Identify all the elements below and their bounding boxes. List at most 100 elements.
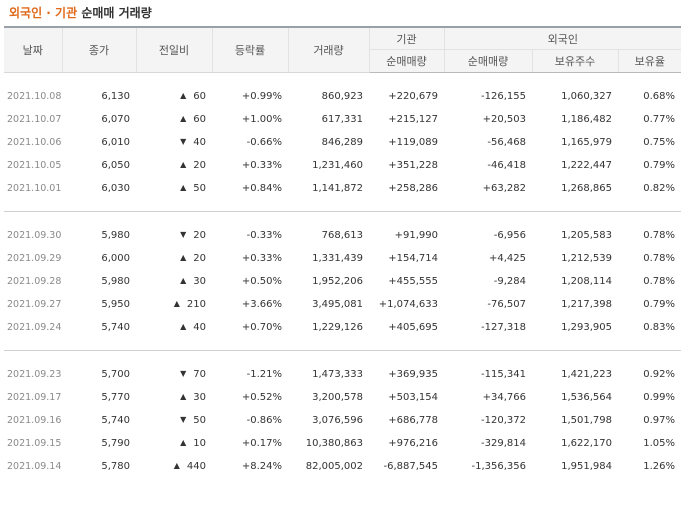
foreign-net-cell: -56,468 <box>487 137 526 148</box>
inst-net-cell: +220,679 <box>388 91 438 102</box>
inst-net-cell: +455,555 <box>388 276 438 287</box>
close-cell: 5,770 <box>101 392 130 403</box>
inst-net-cell: +154,714 <box>388 253 438 264</box>
rate-cell: -0.66% <box>246 137 282 148</box>
foreign-ratio-cell: 0.82% <box>643 183 676 194</box>
volume-cell: 1,952,206 <box>312 276 363 287</box>
header-volume: 거래량 <box>287 27 369 73</box>
inst-net-cell: +215,127 <box>388 114 438 125</box>
table-row: 2021.09.27 5,950 ▲ 210 +3.66% 3,495,081 +1,074… <box>4 293 681 316</box>
foreign-hold-cell: 1,536,564 <box>561 392 612 403</box>
close-cell: 5,740 <box>101 322 130 333</box>
spacer-cell <box>4 478 681 488</box>
foreign-hold-cell: 1,212,539 <box>561 253 612 264</box>
foreign-hold-cell: 1,501,798 <box>561 415 612 426</box>
date-cell: 2021.10.01 <box>7 183 62 194</box>
change-cell: ▼ 70 <box>136 363 212 386</box>
rate-cell: +0.33% <box>241 253 282 264</box>
table-row: 2021.10.05 6,050 ▲ 20 +0.33% 1,231,460 +351,22… <box>4 154 681 177</box>
inst-net-cell: +351,228 <box>388 160 438 171</box>
foreign-net-cell: -1,356,356 <box>471 461 526 472</box>
header-inst-net: 순매매량 <box>368 49 444 73</box>
foreign-net-cell: -115,341 <box>481 369 526 380</box>
spacer-cell <box>4 339 682 351</box>
triangle-up-icon: ▲ <box>180 392 187 401</box>
table-row: 2021.09.24 5,740 ▲ 40 +0.70% 1,229,126 +405,69… <box>4 316 681 339</box>
rate-cell: +0.50% <box>241 276 282 287</box>
foreign-hold-cell: 1,060,327 <box>561 91 612 102</box>
spacer-row <box>4 478 681 488</box>
table-row: 2021.10.08 6,130 ▲ 60 +0.99% 860,923 +220,679 -… <box>4 85 681 108</box>
change-value: 50 <box>193 183 206 194</box>
date-cell: 2021.10.05 <box>7 160 62 171</box>
volume-cell: 3,495,081 <box>312 299 363 310</box>
triangle-down-icon: ▼ <box>180 137 187 146</box>
header-foreign: 외국인 <box>443 27 682 50</box>
close-cell: 6,010 <box>101 137 130 148</box>
close-cell: 5,780 <box>101 461 130 472</box>
table-row: 2021.09.15 5,790 ▲ 10 +0.17% 10,380,863 +976,2… <box>4 432 681 455</box>
foreign-hold-cell: 1,165,979 <box>561 137 612 148</box>
foreign-ratio-cell: 1.05% <box>643 438 676 449</box>
foreign-ratio-cell: 0.99% <box>643 392 676 403</box>
header-rate: 등락률 <box>211 27 288 73</box>
change-value: 20 <box>193 253 206 264</box>
close-cell: 6,130 <box>101 91 130 102</box>
close-cell: 6,050 <box>101 160 130 171</box>
close-cell: 5,950 <box>101 299 130 310</box>
foreign-ratio-cell: 0.78% <box>643 230 676 241</box>
triangle-down-icon: ▼ <box>180 415 187 424</box>
volume-cell: 846,289 <box>321 137 363 148</box>
triangle-up-icon: ▲ <box>180 91 187 100</box>
change-cell: ▲ 10 <box>136 432 212 455</box>
volume-cell: 860,923 <box>321 91 363 102</box>
triangle-up-icon: ▲ <box>173 299 180 308</box>
change-cell: ▲ 60 <box>136 108 212 131</box>
group-separator <box>4 200 682 212</box>
header-foreign-net: 순매매량 <box>443 49 532 73</box>
foreign-hold-cell: 1,421,223 <box>561 369 612 380</box>
foreign-hold-cell: 1,222,447 <box>561 160 612 171</box>
volume-cell: 617,331 <box>321 114 363 125</box>
volume-cell: 768,613 <box>321 230 363 241</box>
close-cell: 5,700 <box>101 369 130 380</box>
date-cell: 2021.10.06 <box>7 137 62 148</box>
triangle-down-icon: ▼ <box>180 369 187 378</box>
rate-cell: +0.52% <box>241 392 282 403</box>
close-cell: 5,980 <box>101 276 130 287</box>
header-institution: 기관 <box>368 27 444 50</box>
rate-cell: +0.99% <box>241 91 282 102</box>
foreign-net-cell: -127,318 <box>481 322 526 333</box>
close-cell: 5,980 <box>101 230 130 241</box>
triangle-up-icon: ▲ <box>180 322 187 331</box>
foreign-ratio-cell: 0.92% <box>643 369 676 380</box>
date-cell: 2021.09.24 <box>7 322 62 333</box>
table-row: 2021.10.07 6,070 ▲ 60 +1.00% 617,331 +215,127 +… <box>4 108 681 131</box>
header-date: 날짜 <box>4 27 62 73</box>
header-change: 전일비 <box>135 27 212 73</box>
rate-cell: -0.33% <box>246 230 282 241</box>
foreign-ratio-cell: 0.75% <box>643 137 676 148</box>
change-cell: ▲ 30 <box>136 270 212 293</box>
triangle-up-icon: ▲ <box>173 461 180 470</box>
foreign-hold-cell: 1,293,905 <box>561 322 612 333</box>
close-cell: 6,070 <box>101 114 130 125</box>
table-row: 2021.09.16 5,740 ▼ 50 -0.86% 3,076,596 +686,77… <box>4 409 681 432</box>
inst-net-cell: +91,990 <box>394 230 438 241</box>
rate-cell: +0.70% <box>241 322 282 333</box>
change-value: 30 <box>193 276 206 287</box>
header-close: 종가 <box>61 27 136 73</box>
rate-cell: -1.21% <box>246 369 282 380</box>
table-row: 2021.10.06 6,010 ▼ 40 -0.66% 846,289 +119,089 -… <box>4 131 681 154</box>
foreign-ratio-cell: 0.68% <box>643 91 676 102</box>
foreign-ratio-cell: 0.83% <box>643 322 676 333</box>
spacer-row <box>4 212 681 225</box>
date-cell: 2021.09.30 <box>7 230 62 241</box>
table-row: 2021.09.29 6,000 ▲ 20 +0.33% 1,331,439 +154,71… <box>4 247 681 270</box>
triangle-down-icon: ▼ <box>180 230 187 239</box>
foreign-ratio-cell: 0.79% <box>643 160 676 171</box>
volume-cell: 1,231,460 <box>312 160 363 171</box>
foreign-ratio-cell: 0.79% <box>643 299 676 310</box>
table-row: 2021.09.30 5,980 ▼ 20 -0.33% 768,613 +91,990 -6… <box>4 224 681 247</box>
